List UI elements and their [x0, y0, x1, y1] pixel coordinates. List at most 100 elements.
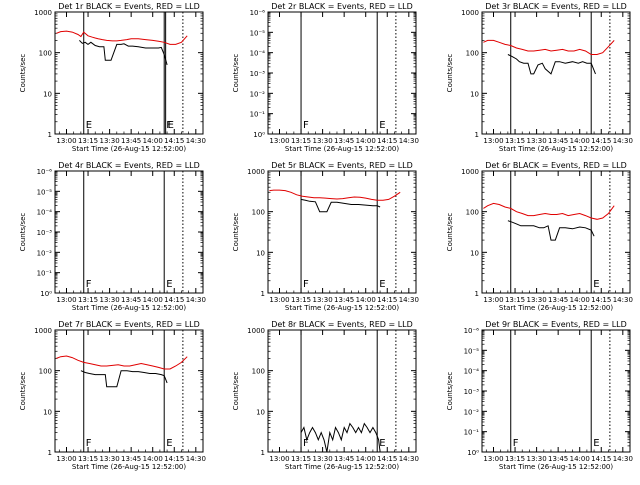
- y-tick-label: 10: [43, 408, 52, 416]
- panel-det-5: Det 5r BLACK = Events, RED = LLD 1 10 100 10…: [232, 161, 419, 312]
- y-tick-label: 1: [261, 290, 265, 298]
- x-tick-label: 13:00: [56, 296, 76, 304]
- y-axis-label: Counts/sec: [232, 372, 240, 411]
- time-marker-label: F: [166, 120, 172, 131]
- x-tick-label: 14:15: [377, 455, 397, 463]
- panel-det-1: Det 1r BLACK = Events, RED = LLD 1 10 100 10…: [19, 2, 206, 153]
- y-tick-label: 10⁻⁴: [464, 368, 480, 376]
- y-tick-label: 10⁰: [467, 449, 479, 457]
- y-tick-label: 10⁻²: [464, 408, 480, 416]
- x-tick-label: 13:00: [269, 296, 289, 304]
- y-tick-label: 10⁻²: [250, 90, 266, 98]
- y-axis-label: Counts/sec: [19, 372, 27, 411]
- panel-title: Det 2r BLACK = Events, RED = LLD: [271, 2, 413, 11]
- y-tick-label: 10⁻⁵: [464, 347, 480, 355]
- panel-det-6: Det 6r BLACK = Events, RED = LLD 1 10 100 10…: [446, 161, 633, 312]
- time-marker-label: E: [168, 120, 174, 131]
- x-tick-label: 14:00: [143, 137, 163, 145]
- y-tick-label: 1000: [461, 9, 479, 17]
- x-tick-label: 13:45: [334, 137, 354, 145]
- x-tick-label: 14:00: [356, 296, 376, 304]
- y-tick-label: 10: [470, 90, 479, 98]
- x-tick-label: 13:30: [100, 296, 120, 304]
- x-axis-label: Start Time (26-Aug-15 12:52:00): [72, 304, 186, 312]
- x-tick-label: 13:30: [527, 296, 547, 304]
- x-tick-label: 13:45: [121, 455, 141, 463]
- series-line-events: [79, 40, 168, 66]
- x-tick-label: 13:30: [313, 296, 333, 304]
- plot-frame: [267, 329, 417, 453]
- panel-det-7: Det 7r BLACK = Events, RED = LLD 1 10 100 10…: [19, 320, 206, 471]
- y-tick-label: 10⁻¹: [250, 111, 266, 119]
- series-line-events: [507, 54, 596, 75]
- x-tick-label: 13:45: [121, 296, 141, 304]
- x-tick-label: 13:00: [269, 455, 289, 463]
- x-tick-label: 13:00: [269, 137, 289, 145]
- time-marker-label: E: [166, 438, 172, 449]
- time-marker-label: E: [379, 279, 385, 290]
- y-tick-label: 100: [466, 209, 479, 217]
- time-marker-label: F: [86, 438, 92, 449]
- y-tick-label: 10⁻⁵: [37, 188, 53, 196]
- x-tick-label: 14:30: [613, 296, 633, 304]
- x-tick-label: 13:45: [334, 455, 354, 463]
- x-tick-label: 13:45: [548, 137, 568, 145]
- x-tick-label: 13:15: [291, 137, 311, 145]
- x-tick-label: 14:15: [164, 296, 184, 304]
- plot-frame: [267, 11, 417, 135]
- x-tick-label: 14:30: [186, 137, 206, 145]
- x-tick-label: 13:45: [548, 455, 568, 463]
- plot-frame: [481, 329, 631, 453]
- time-marker-label: F: [303, 279, 309, 290]
- y-tick-label: 1: [48, 449, 52, 457]
- x-tick-label: 14:00: [356, 455, 376, 463]
- x-tick-label: 14:30: [399, 296, 419, 304]
- time-marker-label: E: [379, 438, 385, 449]
- y-tick-label: 10⁻¹: [464, 429, 480, 437]
- time-marker-label: F: [303, 120, 309, 131]
- y-tick-label: 10⁻⁶: [250, 9, 266, 17]
- y-axis-label: Counts/sec: [19, 213, 27, 252]
- time-marker-label: E: [166, 279, 172, 290]
- y-tick-label: 10⁻³: [250, 70, 266, 78]
- y-tick-label: 10⁻⁴: [37, 209, 53, 217]
- x-axis-label: Start Time (26-Aug-15 12:52:00): [285, 463, 399, 471]
- x-tick-label: 14:00: [143, 455, 163, 463]
- time-marker-label: E: [593, 279, 599, 290]
- y-tick-label: 1: [475, 131, 479, 139]
- y-tick-label: 1000: [34, 9, 52, 17]
- y-tick-label: 1: [261, 449, 265, 457]
- x-tick-label: 14:30: [186, 455, 206, 463]
- y-tick-label: 10⁻⁶: [37, 168, 53, 176]
- x-tick-label: 14:30: [399, 137, 419, 145]
- time-marker-label: E: [593, 438, 599, 449]
- time-marker-label: F: [303, 438, 309, 449]
- x-tick-label: 14:15: [377, 296, 397, 304]
- y-tick-label: 100: [252, 209, 265, 217]
- x-tick-label: 13:00: [56, 137, 76, 145]
- x-tick-label: 13:00: [483, 137, 503, 145]
- panel-title: Det 5r BLACK = Events, RED = LLD: [271, 161, 413, 170]
- x-tick-label: 14:00: [570, 455, 590, 463]
- y-tick-label: 10⁻³: [464, 388, 480, 396]
- x-tick-label: 13:45: [334, 296, 354, 304]
- x-tick-label: 13:15: [505, 137, 525, 145]
- series-line-events: [300, 198, 381, 213]
- series-line-events: [507, 220, 595, 241]
- panel-det-4: Det 4r BLACK = Events, RED = LLD 10⁰ 10⁻¹ 1…: [19, 161, 206, 312]
- x-tick-label: 14:15: [164, 137, 184, 145]
- series-line-events: [80, 370, 168, 388]
- x-tick-label: 13:15: [78, 296, 98, 304]
- x-axis-label: Start Time (26-Aug-15 12:52:00): [285, 145, 399, 153]
- y-tick-label: 10⁻⁵: [250, 29, 266, 37]
- y-tick-label: 10: [256, 249, 265, 257]
- series-line-events: [300, 422, 381, 453]
- x-tick-label: 13:30: [100, 455, 120, 463]
- series-line-lld: [56, 355, 188, 370]
- plot-frame: [54, 329, 204, 453]
- time-marker-label: E: [86, 120, 92, 131]
- panel-title: Det 1r BLACK = Events, RED = LLD: [58, 2, 200, 11]
- series-line-lld: [269, 189, 401, 201]
- y-tick-label: 1000: [247, 327, 265, 335]
- panel-title: Det 9r BLACK = Events, RED = LLD: [485, 320, 627, 329]
